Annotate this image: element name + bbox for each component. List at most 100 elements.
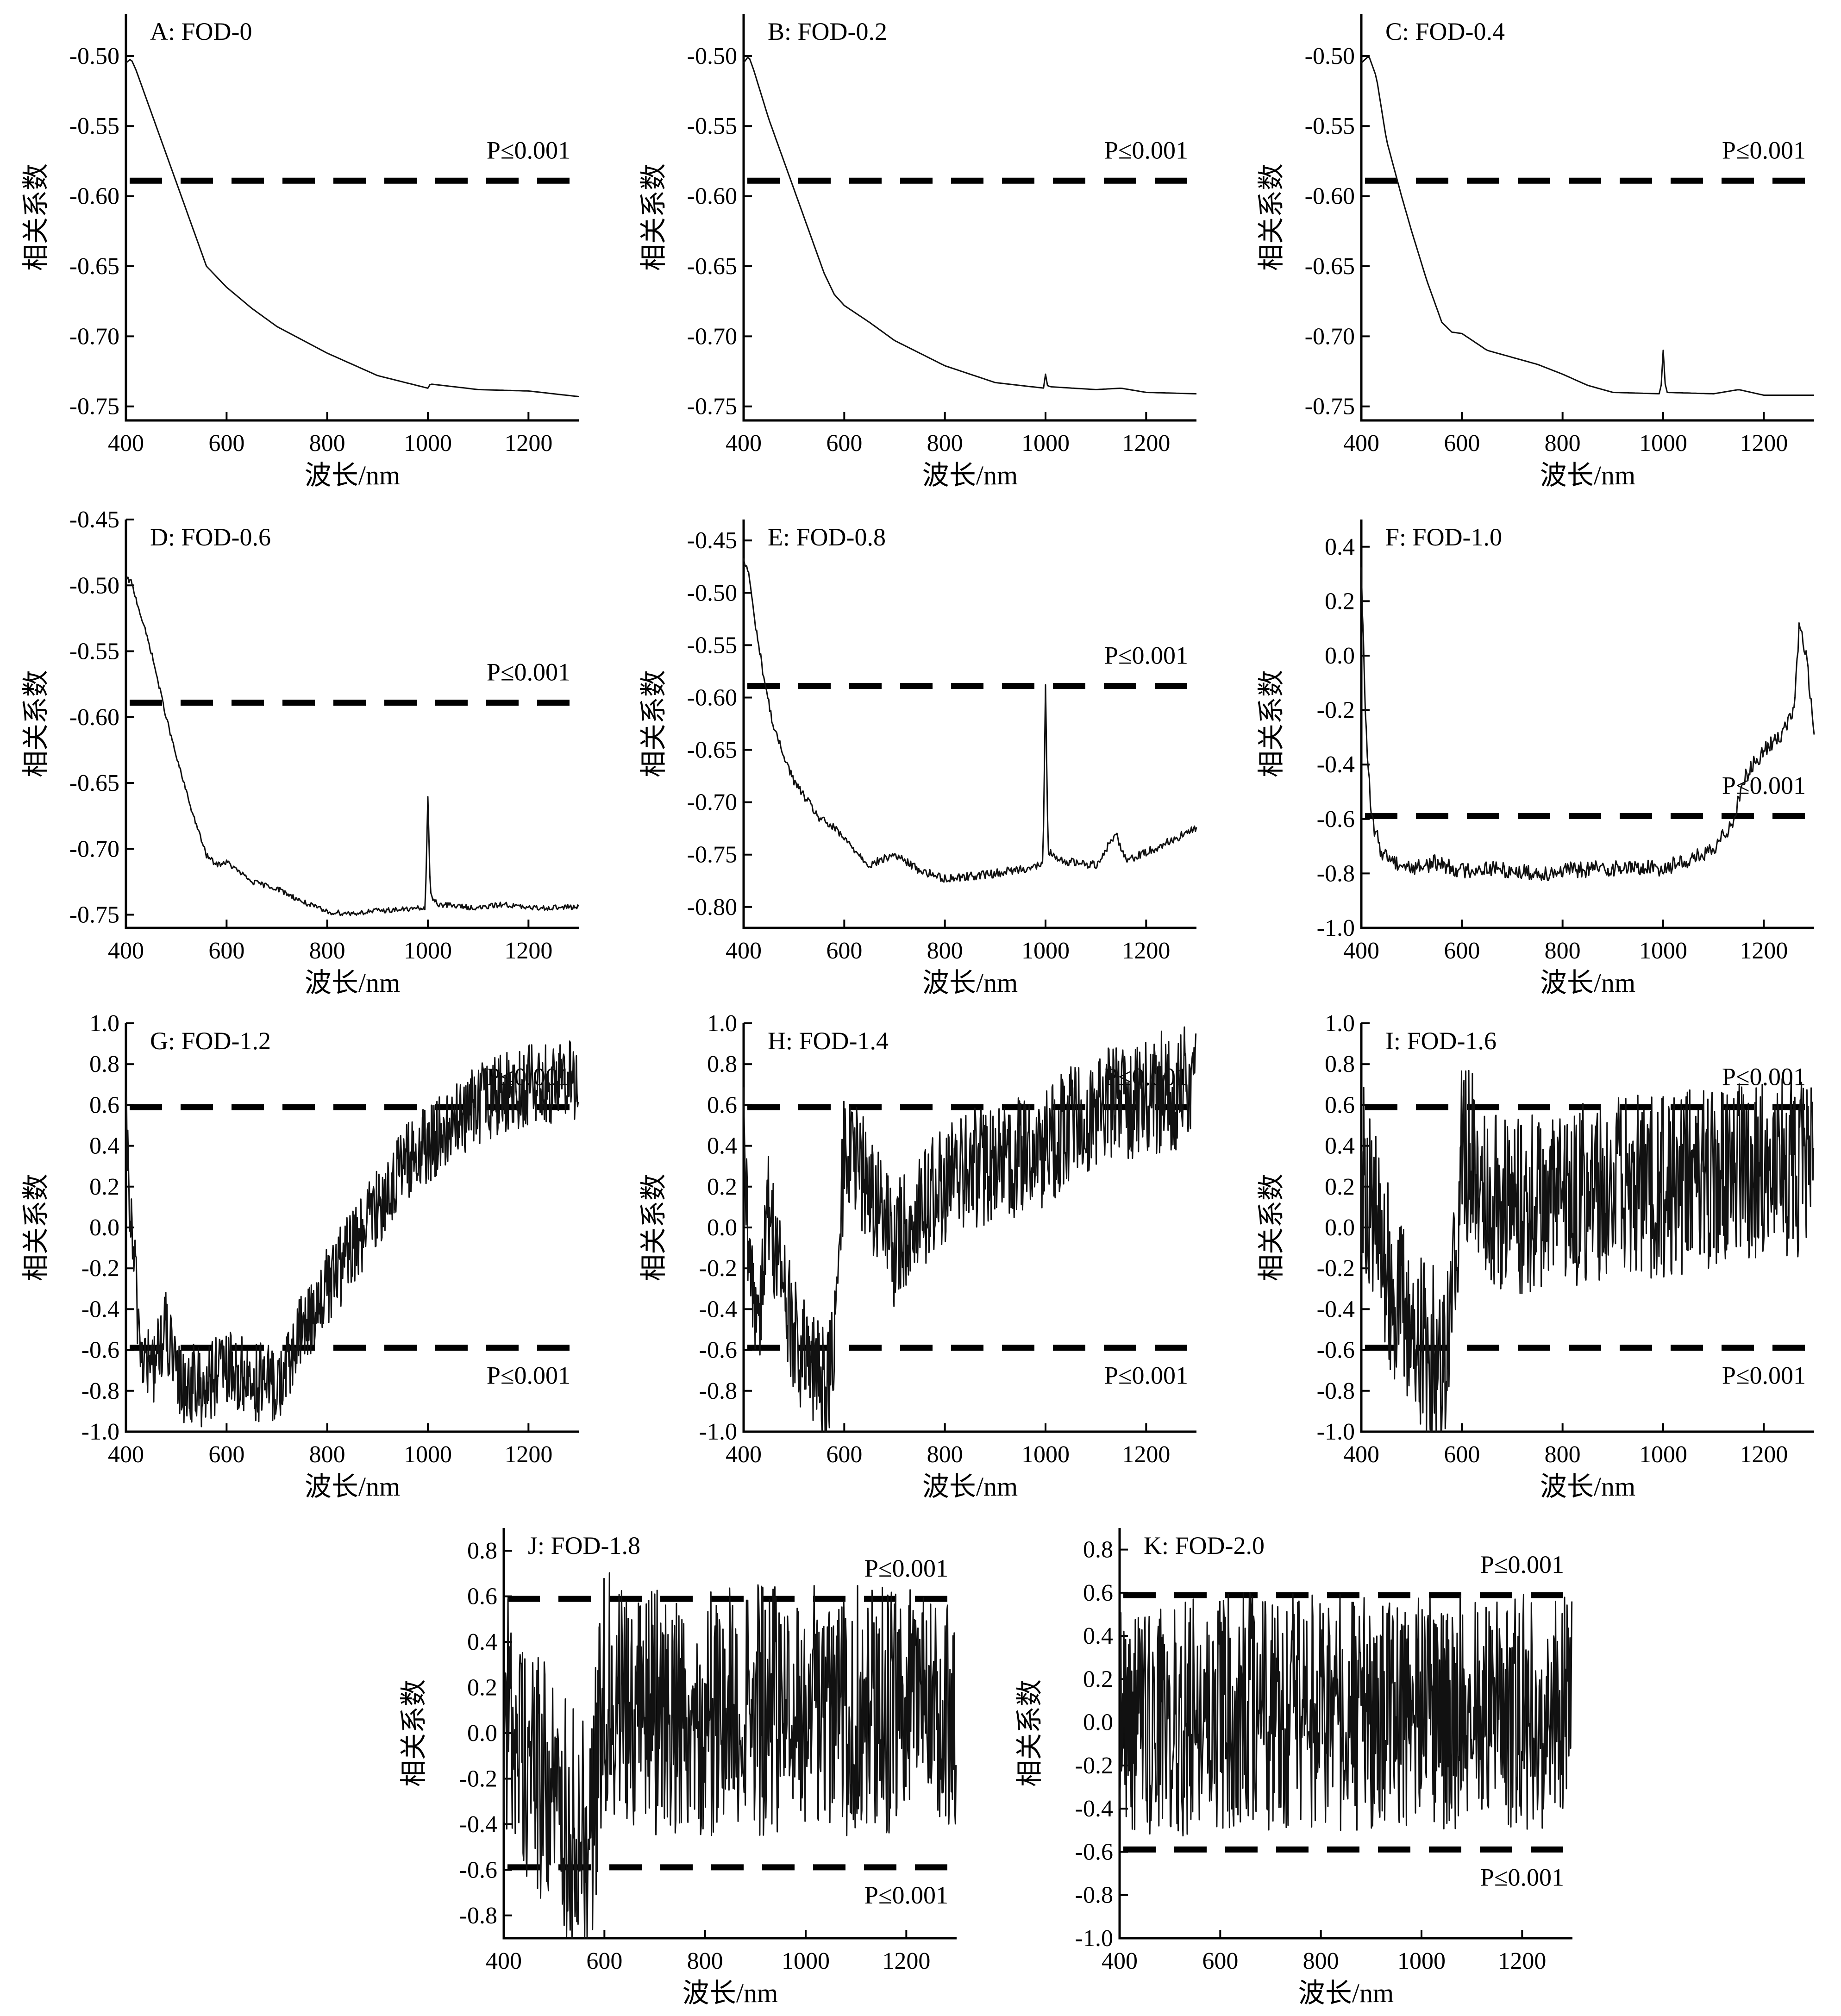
x-axis-label: 波长/nm (305, 968, 400, 998)
correlation-series (1360, 1070, 1815, 1433)
x-tick-label: 1000 (1021, 430, 1070, 457)
y-tick-label: -0.8 (699, 1378, 737, 1404)
y-tick-label: -0.4 (459, 1811, 497, 1838)
y-tick-label: 0.4 (1325, 1133, 1355, 1159)
y-tick-label: -0.55 (687, 632, 737, 658)
y-tick-label: -0.75 (1305, 394, 1355, 420)
y-axis-label: 相关系数 (1014, 1679, 1045, 1787)
y-tick-label: 0.4 (707, 1133, 737, 1159)
y-tick-label: 0.2 (707, 1174, 737, 1200)
y-tick-label: -1.0 (1317, 1419, 1355, 1445)
y-tick-label: -0.8 (1317, 1378, 1355, 1404)
x-tick-label: 1200 (504, 1441, 552, 1468)
panel-title: H: FOD-1.4 (768, 1027, 889, 1055)
y-tick-label: -0.2 (1317, 697, 1355, 724)
x-tick-label: 1200 (504, 938, 552, 964)
x-tick-label: 1000 (1639, 938, 1687, 964)
x-axis-label: 波长/nm (1540, 1471, 1635, 1502)
x-tick-label: 1200 (1122, 430, 1170, 457)
panel-h: 400 600 800 1000 1200 1.0 0.8 0.6 0.4 0.2 0.0 -0.2 -… (639, 1010, 1197, 1502)
y-tick-label: 0.2 (1325, 1174, 1355, 1200)
panel-k: 400 600 800 1000 1200 0.8 0.6 0.4 0.2 0.0 -0.2 -0.4… (1014, 1528, 1573, 2008)
y-tick-label: 0.0 (89, 1215, 119, 1241)
y-tick-label: -1.0 (1075, 1925, 1113, 1952)
y-tick-label: -0.75 (69, 902, 119, 928)
x-tick-label: 600 (1202, 1948, 1238, 1974)
x-tick-label: 400 (108, 430, 144, 457)
x-tick-label: 600 (586, 1948, 622, 1974)
y-tick-label: -0.65 (69, 770, 119, 796)
y-tick-label: 0.6 (89, 1092, 119, 1118)
threshold-upper-label: P≤0.001 (1722, 136, 1806, 164)
x-tick-label: 1200 (882, 1948, 930, 1974)
y-axis-label: 相关系数 (639, 1174, 669, 1281)
x-tick-label: 400 (108, 938, 144, 964)
y-tick-label: -0.4 (1317, 751, 1355, 778)
x-tick-label: 1000 (782, 1948, 830, 1974)
x-tick-label: 1000 (404, 938, 452, 964)
y-tick-label: 1.0 (707, 1010, 737, 1037)
y-tick-label: -0.2 (699, 1255, 737, 1282)
y-tick-label: -0.55 (69, 639, 119, 665)
y-tick-label: 0.8 (707, 1051, 737, 1077)
x-tick-label: 1000 (1639, 1441, 1687, 1468)
y-tick-label: -0.8 (1075, 1882, 1113, 1909)
x-tick-label: 400 (726, 938, 762, 964)
correlation-series (1360, 567, 1815, 881)
y-tick-label: -0.55 (69, 113, 119, 139)
y-tick-label: -0.8 (81, 1378, 119, 1404)
x-axis-label: 波长/nm (922, 968, 1018, 998)
y-tick-label: -0.65 (687, 253, 737, 280)
x-tick-label: 1200 (504, 430, 552, 457)
y-tick-label: -0.75 (687, 842, 737, 868)
correlation-series (125, 576, 580, 916)
panel-title: D: FOD-0.6 (150, 523, 271, 551)
x-tick-label: 400 (1343, 1441, 1379, 1468)
y-axis-label: 相关系数 (21, 163, 51, 271)
y-tick-label: -0.50 (1305, 43, 1355, 69)
x-tick-label: 1000 (1397, 1948, 1446, 1974)
x-tick-label: 600 (826, 430, 862, 457)
x-axis-label: 波长/nm (305, 1471, 400, 1502)
y-tick-label: -0.60 (69, 704, 119, 731)
x-tick-label: 1200 (1498, 1948, 1546, 1974)
y-axis-label: 相关系数 (1256, 670, 1286, 777)
y-tick-label: -0.55 (1305, 113, 1355, 139)
y-tick-label: -0.8 (1317, 860, 1355, 887)
threshold-lower-label: P≤0.001 (864, 1881, 948, 1909)
y-tick-label: 0.6 (467, 1584, 497, 1610)
panel-title: A: FOD-0 (150, 18, 252, 45)
threshold-lower-label: P≤0.001 (1480, 1863, 1564, 1891)
y-tick-label: -0.60 (687, 183, 737, 210)
y-tick-label: -0.50 (69, 43, 119, 69)
y-tick-label: -0.60 (69, 183, 119, 210)
y-tick-label: -0.6 (699, 1337, 737, 1364)
y-tick-label: -0.65 (1305, 253, 1355, 280)
panel-title: K: FOD-2.0 (1144, 1532, 1265, 1559)
threshold-lower-label: P≤0.001 (1104, 1362, 1188, 1390)
correlation-series (1360, 56, 1814, 396)
x-tick-label: 800 (309, 1441, 345, 1468)
y-tick-label: 0.6 (707, 1092, 737, 1118)
x-tick-label: 800 (927, 1441, 963, 1468)
y-tick-label: 0.6 (1083, 1580, 1113, 1606)
y-axis-label: 相关系数 (21, 1174, 51, 1281)
correlation-series (1119, 1592, 1573, 1837)
x-tick-label: 600 (208, 938, 244, 964)
y-tick-label: -0.4 (1317, 1296, 1355, 1322)
x-axis-label: 波长/nm (1298, 1978, 1394, 2008)
x-tick-label: 1200 (1122, 938, 1170, 964)
y-tick-label: 0.2 (1325, 588, 1355, 614)
y-tick-label: -0.80 (687, 894, 737, 920)
panel-title: I: FOD-1.6 (1385, 1027, 1497, 1055)
x-axis-label: 波长/nm (1540, 968, 1635, 998)
x-tick-label: 1200 (1740, 1441, 1788, 1468)
threshold-upper-label: P≤0.001 (487, 658, 570, 686)
x-axis-label: 波长/nm (305, 460, 400, 490)
x-axis-label: 波长/nm (1540, 460, 1635, 490)
x-tick-label: 800 (1303, 1948, 1339, 1974)
threshold-upper-label: P≤0.001 (1104, 642, 1188, 670)
x-tick-label: 1200 (1122, 1441, 1170, 1468)
y-tick-label: 0.0 (1325, 643, 1355, 669)
